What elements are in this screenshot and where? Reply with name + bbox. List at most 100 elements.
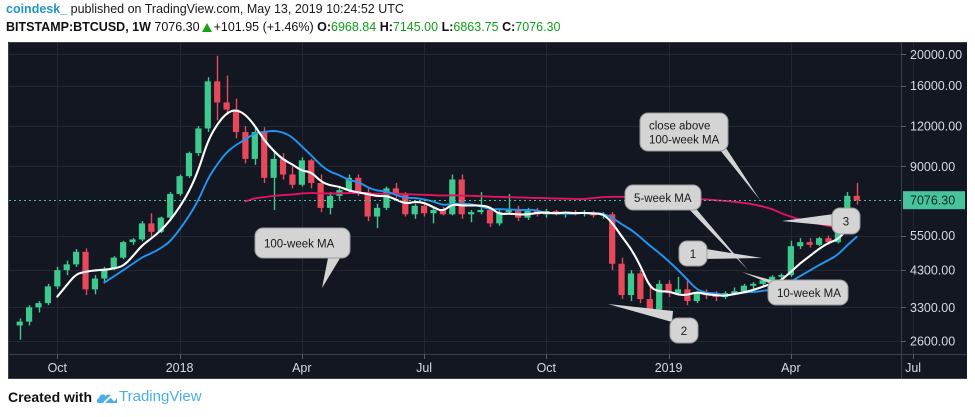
callout-label: 2 (681, 326, 687, 338)
candle-body (26, 307, 33, 322)
callout-label: 10-week MA (777, 288, 841, 300)
chart-header: coindesk_ published on TradingView.com, … (6, 2, 966, 35)
created-with-label: Created with (8, 389, 93, 405)
symbol-quote-line: BITSTAMP:BTCUSD, 1W 7076.30 +101.95 (+1.4… (6, 19, 966, 35)
candle-body (731, 291, 738, 294)
x-axis-label: 2018 (166, 361, 194, 375)
callout-label: 1 (690, 249, 696, 261)
x-axis-label: Oct (48, 361, 68, 375)
callout-tail (700, 248, 762, 259)
candle-body (204, 81, 211, 129)
candle-body (815, 238, 823, 245)
chart-annotations[interactable]: 100-week MA close above 100-week MA 5-week … (254, 112, 861, 344)
candle-body (420, 205, 428, 214)
candle-body (618, 263, 625, 296)
candle-body (355, 177, 362, 193)
ann-num-1[interactable]: 1 (678, 240, 708, 267)
callout-label: 100-week MA (649, 135, 720, 147)
candle-body (82, 251, 89, 290)
ann-5week[interactable]: 5-week MA (624, 184, 702, 211)
candle-body (411, 205, 418, 215)
candle-body (665, 283, 672, 294)
ma100-line (244, 192, 858, 230)
callout-bubble[interactable] (254, 227, 351, 259)
candle-body (242, 132, 249, 159)
chart-footer: Created with TradingView (8, 388, 202, 409)
candle-body (279, 158, 287, 175)
candle-body (392, 188, 399, 194)
callout-bubble[interactable] (831, 207, 861, 235)
callout-bubble[interactable] (767, 279, 849, 306)
candle-body (185, 153, 193, 177)
candle-body (44, 286, 52, 304)
candle-body (148, 223, 155, 232)
candle-body (477, 210, 484, 213)
up-triangle-icon (201, 23, 212, 32)
candle-body (308, 160, 315, 183)
candle-body (778, 275, 785, 277)
candle-body (261, 132, 268, 178)
low-value: 6863.75 (453, 20, 499, 34)
candle-body (63, 264, 70, 271)
ann-100wk-left[interactable]: 100-week MA (254, 227, 351, 259)
ann-num-3[interactable]: 3 (831, 207, 861, 235)
callout-bubble[interactable] (669, 317, 699, 344)
candle-body (439, 210, 446, 215)
open-value: 6968.84 (331, 20, 377, 34)
candle-body (797, 242, 804, 247)
callout-bubble[interactable] (639, 112, 729, 152)
candle-body (326, 195, 334, 208)
candle-body (449, 179, 456, 215)
y-axis-label: 5500.00 (910, 229, 955, 243)
callout-label: close above (649, 121, 710, 133)
price-chart[interactable]: 20000.00 16000.00 12000.00 9000.00 7076.30 55… (8, 42, 967, 379)
candle-body (364, 192, 371, 217)
tradingview-cloud-icon (96, 390, 118, 409)
candle-body (157, 217, 164, 232)
ann-num-2[interactable]: 2 (669, 317, 699, 344)
current-price-badge (903, 191, 965, 210)
high-value: 7145.00 (392, 20, 439, 34)
candle-body (505, 210, 512, 213)
candle-body (430, 210, 437, 214)
ma100-path (244, 192, 858, 230)
candle-body (806, 242, 813, 245)
candle-body (740, 285, 747, 292)
candlestick-chart-canvas[interactable]: 20000.00 16000.00 12000.00 9000.00 7076.30 55… (8, 42, 967, 379)
candle-body (110, 257, 117, 269)
published-text: published on TradingView.com, May 13, 20… (67, 2, 404, 16)
ann-10week[interactable]: 10-week MA (767, 279, 849, 306)
candle-body (167, 193, 174, 218)
ann-close-above[interactable]: close above 100-week MA (639, 112, 729, 152)
attribution-line: coindesk_ published on TradingView.com, … (6, 2, 966, 17)
candle-body (91, 278, 99, 290)
candle-body (289, 174, 296, 185)
candle-body (16, 321, 23, 326)
candle-body (825, 238, 832, 243)
close-value: 7076.30 (515, 20, 561, 34)
symbol-label: BITSTAMP:BTCUSD, 1W (6, 20, 151, 34)
candle-body (138, 223, 146, 240)
candle-body (373, 207, 381, 217)
grid-lines (8, 42, 967, 379)
candle-body (251, 132, 258, 159)
candle-body (129, 239, 136, 243)
candle-body (402, 193, 409, 215)
tradingview-wordmark: TradingView (119, 388, 202, 405)
high-label: H: (379, 20, 393, 34)
candle-body (458, 179, 465, 215)
y-axis-label: 16000.00 (910, 79, 962, 93)
candle-body (223, 102, 230, 110)
candle-body (656, 283, 663, 310)
candle-body (176, 176, 183, 194)
candle-body (646, 299, 653, 310)
candle-body (468, 212, 475, 215)
callout-tail (782, 214, 834, 226)
callout-bubble[interactable] (678, 240, 708, 267)
callout-bubble[interactable] (624, 184, 702, 211)
candle-body (73, 251, 80, 265)
x-axis-label: 2019 (655, 361, 683, 375)
ma5-line (56, 109, 858, 298)
candle-body (637, 273, 644, 300)
candle-body (609, 214, 616, 264)
